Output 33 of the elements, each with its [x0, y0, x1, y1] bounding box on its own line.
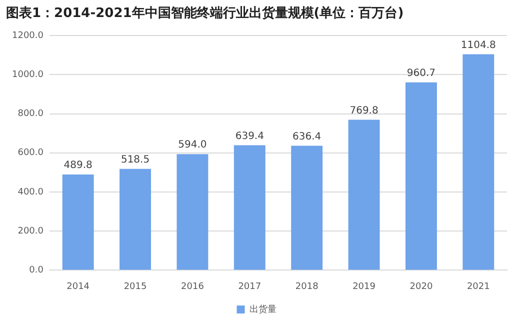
y-tick-label: 800.0: [18, 109, 44, 120]
data-label: 636.4: [292, 131, 322, 142]
bar: [234, 145, 266, 270]
bar: [120, 168, 151, 270]
y-tick-label: 1200.0: [12, 30, 44, 41]
x-tick-label: 2018: [295, 282, 319, 292]
x-tick-label: 2021: [466, 282, 490, 292]
x-tick-label: 2020: [410, 282, 433, 292]
x-tick-label: 2017: [238, 282, 262, 292]
data-label: 518.5: [120, 154, 150, 166]
data-label: 769.8: [350, 105, 378, 116]
bar: [462, 54, 494, 270]
chart-title: 图表1：2014-2021年中国智能终端行业出货量规模(单位：百万台): [6, 5, 404, 22]
y-tick-label: 600.0: [18, 148, 44, 158]
y-tick-label: 0.0: [29, 266, 44, 276]
data-label: 489.8: [64, 160, 92, 172]
data-label: 639.4: [235, 130, 264, 142]
y-tick-label: 200.0: [18, 226, 44, 236]
y-tick-label: 400.0: [18, 187, 44, 198]
legend-label: 出货量: [249, 304, 276, 315]
y-tick-label: 1000.0: [12, 70, 44, 80]
x-tick-label: 2019: [352, 282, 376, 292]
bar: [62, 174, 94, 270]
x-tick-label: 2016: [181, 282, 204, 292]
bar: [348, 120, 380, 270]
x-tick-label: 2014: [66, 282, 90, 292]
bar: [405, 82, 437, 270]
x-tick-label: 2015: [124, 282, 147, 292]
bar: [291, 146, 323, 270]
bar: [176, 154, 208, 270]
data-label: 1104.8: [460, 40, 496, 51]
data-label: 594.0: [178, 140, 207, 151]
data-label: 960.7: [406, 68, 436, 79]
